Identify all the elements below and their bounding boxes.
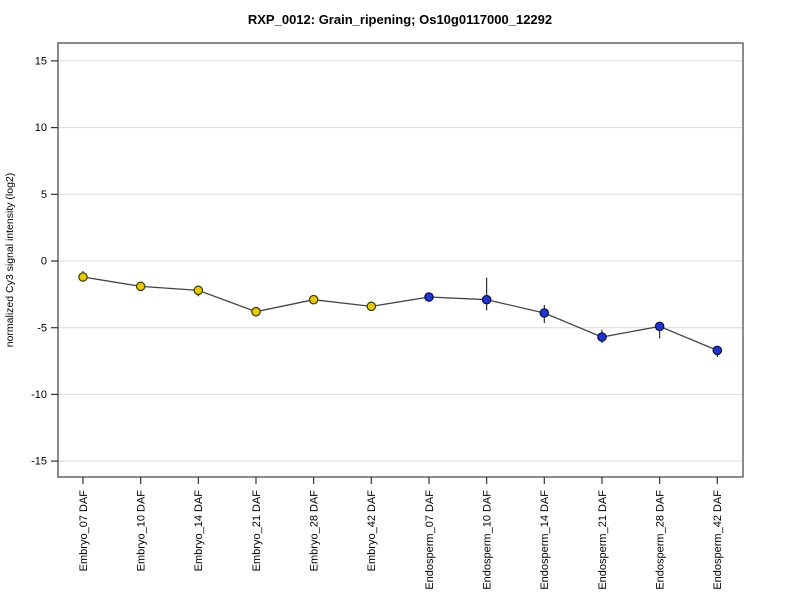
x-tick-label: Embryo_28 DAF	[308, 490, 320, 572]
data-point	[251, 306, 261, 317]
x-tick-label: Endosperm_28 DAF	[654, 490, 666, 590]
x-tick-label: Endosperm_42 DAF	[712, 490, 724, 590]
data-point	[366, 301, 377, 312]
data-point	[712, 345, 723, 356]
data-point	[481, 294, 492, 305]
x-tick-label: Endosperm_07 DAF	[424, 490, 436, 590]
x-tick-label: Endosperm_14 DAF	[539, 490, 551, 590]
data-point	[193, 285, 204, 296]
chart-title: RXP_0012: Grain_ripening; Os10g0117000_1…	[247, 12, 553, 27]
y-tick-label: -5	[37, 322, 47, 334]
y-tick-label: 0	[41, 256, 47, 268]
x-tick-label: Embryo_10 DAF	[135, 490, 147, 572]
x-tick-label: Endosperm_21 DAF	[597, 490, 609, 590]
data-point	[308, 294, 319, 305]
data-point	[424, 292, 434, 302]
y-tick-label: 5	[41, 189, 47, 201]
x-tick-label: Embryo_42 DAF	[366, 490, 378, 572]
x-tick-label: Embryo_07 DAF	[78, 490, 90, 572]
y-tick-label: 10	[35, 122, 47, 134]
x-tick-label: Embryo_21 DAF	[251, 490, 263, 572]
data-point	[654, 321, 665, 332]
data-point	[78, 272, 88, 282]
data-point	[135, 281, 146, 292]
y-tick-label: -10	[31, 389, 47, 401]
y-tick-label: 15	[35, 56, 47, 68]
data-point	[597, 332, 607, 342]
x-tick-label: Endosperm_10 DAF	[481, 490, 493, 590]
data-line	[82, 276, 718, 351]
plot-box	[57, 42, 744, 478]
y-tick-label: -15	[31, 456, 47, 468]
data-point	[539, 308, 550, 318]
x-tick-label: Embryo_14 DAF	[193, 490, 205, 572]
